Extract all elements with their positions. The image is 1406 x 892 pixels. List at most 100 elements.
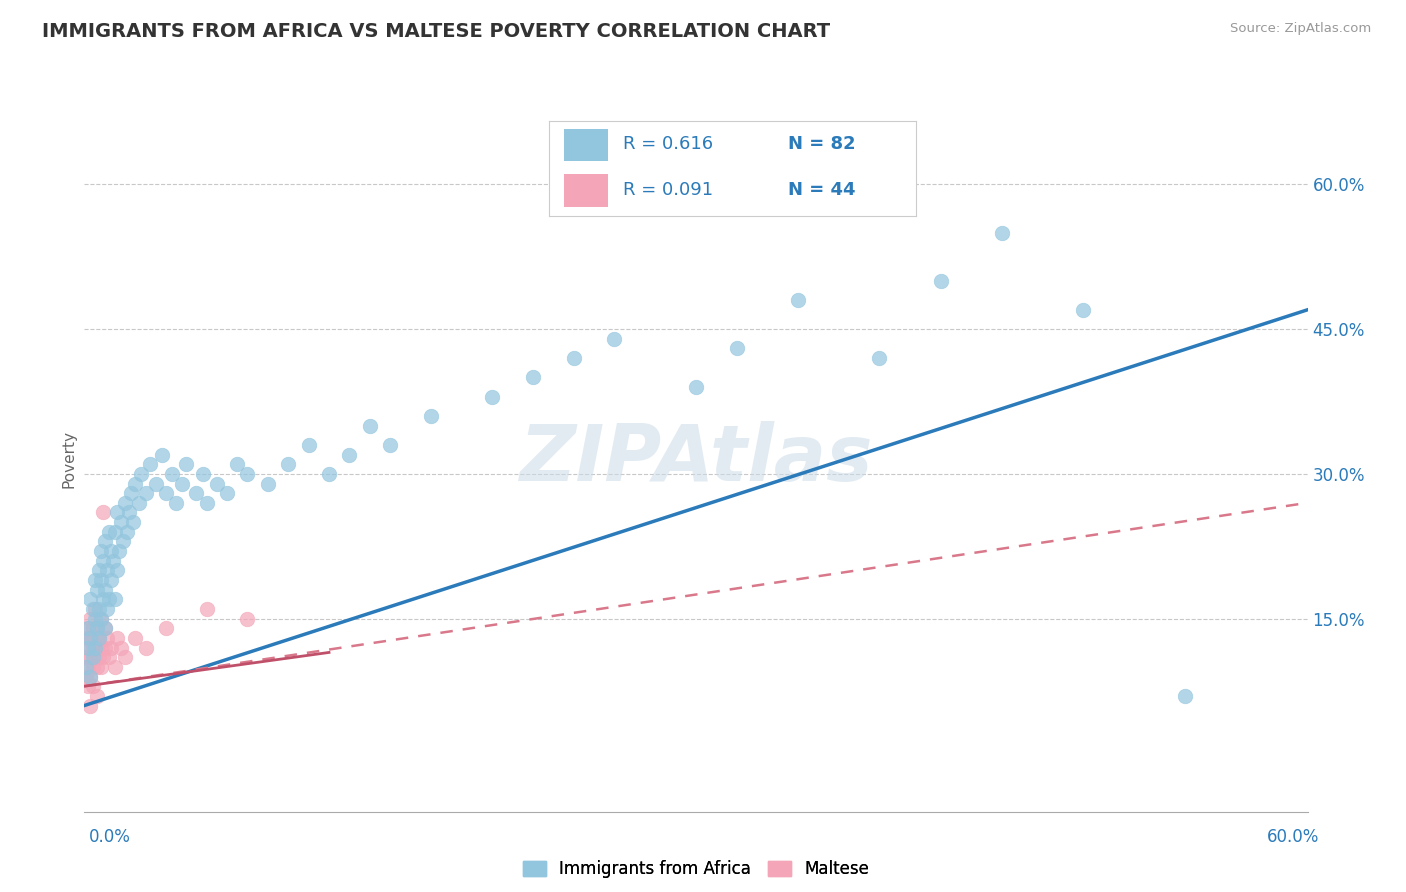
Point: [100, 573, 122, 587]
Point: [205, 476, 228, 491]
Point: [131, 467, 153, 481]
Point: [79, 669, 101, 683]
Point: [112, 534, 135, 549]
Point: [236, 612, 259, 626]
Point: [96, 563, 118, 577]
Point: [165, 496, 187, 510]
Point: [79, 650, 101, 665]
Point: [603, 332, 626, 346]
Point: [83, 650, 105, 665]
Point: [124, 476, 146, 491]
Point: [991, 226, 1014, 240]
Point: [110, 515, 132, 529]
Point: [869, 351, 891, 365]
Point: [75, 650, 97, 665]
Point: [86, 621, 108, 635]
Point: [82, 621, 104, 635]
Point: [87, 563, 110, 577]
Point: [97, 650, 120, 665]
Point: [77, 640, 100, 655]
Point: [79, 669, 101, 683]
Text: R = 0.091: R = 0.091: [623, 180, 713, 199]
Point: [97, 524, 120, 539]
Text: R = 0.616: R = 0.616: [623, 135, 713, 153]
Point: [77, 621, 100, 635]
Point: [86, 640, 108, 655]
Point: [124, 631, 146, 645]
Point: [96, 602, 118, 616]
Point: [87, 650, 110, 665]
Point: [82, 640, 104, 655]
Point: [186, 486, 208, 500]
Point: [105, 506, 128, 520]
Point: [787, 293, 810, 307]
Point: [104, 660, 127, 674]
Point: [522, 370, 544, 384]
Y-axis label: Poverty: Poverty: [60, 430, 76, 489]
Point: [82, 660, 104, 674]
Point: [118, 506, 141, 520]
Point: [97, 592, 120, 607]
Point: [90, 612, 112, 626]
Point: [91, 650, 114, 665]
Point: [87, 631, 110, 645]
Point: [87, 602, 110, 616]
Point: [339, 448, 360, 462]
Point: [96, 631, 118, 645]
Text: N = 82: N = 82: [787, 135, 855, 153]
Point: [135, 486, 157, 500]
Point: [145, 476, 167, 491]
Point: [90, 573, 112, 587]
Point: [93, 621, 115, 635]
Point: [217, 486, 239, 500]
Point: [83, 602, 105, 616]
Text: IMMIGRANTS FROM AFRICA VS MALTESE POVERTY CORRELATION CHART: IMMIGRANTS FROM AFRICA VS MALTESE POVERT…: [42, 22, 831, 41]
Point: [90, 544, 112, 558]
Point: [87, 631, 110, 645]
Point: [82, 602, 104, 616]
Point: [75, 669, 97, 683]
Point: [101, 554, 124, 568]
Text: ZIPAtlas: ZIPAtlas: [519, 421, 873, 498]
Text: N = 44: N = 44: [787, 180, 855, 199]
Point: [685, 380, 707, 394]
Point: [82, 650, 104, 665]
Point: [79, 612, 101, 626]
Point: [1071, 302, 1094, 317]
FancyBboxPatch shape: [564, 128, 607, 161]
Point: [236, 467, 259, 481]
Point: [155, 621, 177, 635]
Point: [104, 524, 127, 539]
Point: [91, 506, 114, 520]
Point: [120, 486, 142, 500]
Point: [75, 660, 97, 674]
Point: [83, 631, 105, 645]
Point: [90, 612, 112, 626]
Point: [77, 679, 100, 693]
Point: [79, 631, 101, 645]
Point: [195, 602, 218, 616]
Point: [105, 563, 128, 577]
Point: [83, 640, 105, 655]
Point: [191, 467, 214, 481]
Text: 0.0%: 0.0%: [89, 828, 131, 846]
Point: [160, 467, 183, 481]
Point: [114, 650, 136, 665]
Point: [138, 457, 160, 471]
Text: Source: ZipAtlas.com: Source: ZipAtlas.com: [1230, 22, 1371, 36]
Text: 60.0%: 60.0%: [1267, 828, 1319, 846]
Point: [725, 342, 748, 356]
Point: [108, 544, 131, 558]
Point: [195, 496, 218, 510]
Point: [90, 640, 112, 655]
Point: [90, 660, 112, 674]
Point: [100, 640, 122, 655]
Point: [91, 554, 114, 568]
Point: [110, 640, 132, 655]
Point: [93, 582, 115, 597]
Point: [122, 515, 145, 529]
Point: [83, 612, 105, 626]
Point: [172, 476, 194, 491]
Point: [93, 621, 115, 635]
Point: [79, 592, 101, 607]
